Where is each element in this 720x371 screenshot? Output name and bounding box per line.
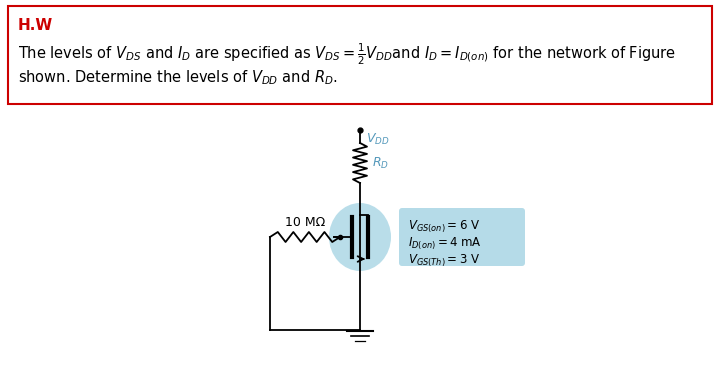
Text: $V_{GS(Th)} = 3$ V: $V_{GS(Th)} = 3$ V bbox=[408, 253, 480, 269]
FancyBboxPatch shape bbox=[399, 208, 525, 266]
Text: H.W: H.W bbox=[18, 18, 53, 33]
Text: $I_{D(on)} = 4$ mA: $I_{D(on)} = 4$ mA bbox=[408, 236, 482, 252]
Text: $R_D$: $R_D$ bbox=[372, 155, 389, 171]
Bar bbox=[8, 6, 712, 104]
Text: The levels of $V_{DS}$ and $I_D$ are specified as $V_{DS} = \frac{1}{2}V_{DD}$an: The levels of $V_{DS}$ and $I_D$ are spe… bbox=[18, 42, 676, 68]
Text: $V_{DD}$: $V_{DD}$ bbox=[366, 132, 390, 147]
Text: 10 MΩ: 10 MΩ bbox=[285, 217, 325, 230]
Ellipse shape bbox=[329, 203, 391, 271]
Text: shown. Determine the levels of $V_{DD}$ and $R_D$.: shown. Determine the levels of $V_{DD}$ … bbox=[18, 68, 338, 87]
Text: $V_{GS(on)} = 6$ V: $V_{GS(on)} = 6$ V bbox=[408, 219, 480, 236]
